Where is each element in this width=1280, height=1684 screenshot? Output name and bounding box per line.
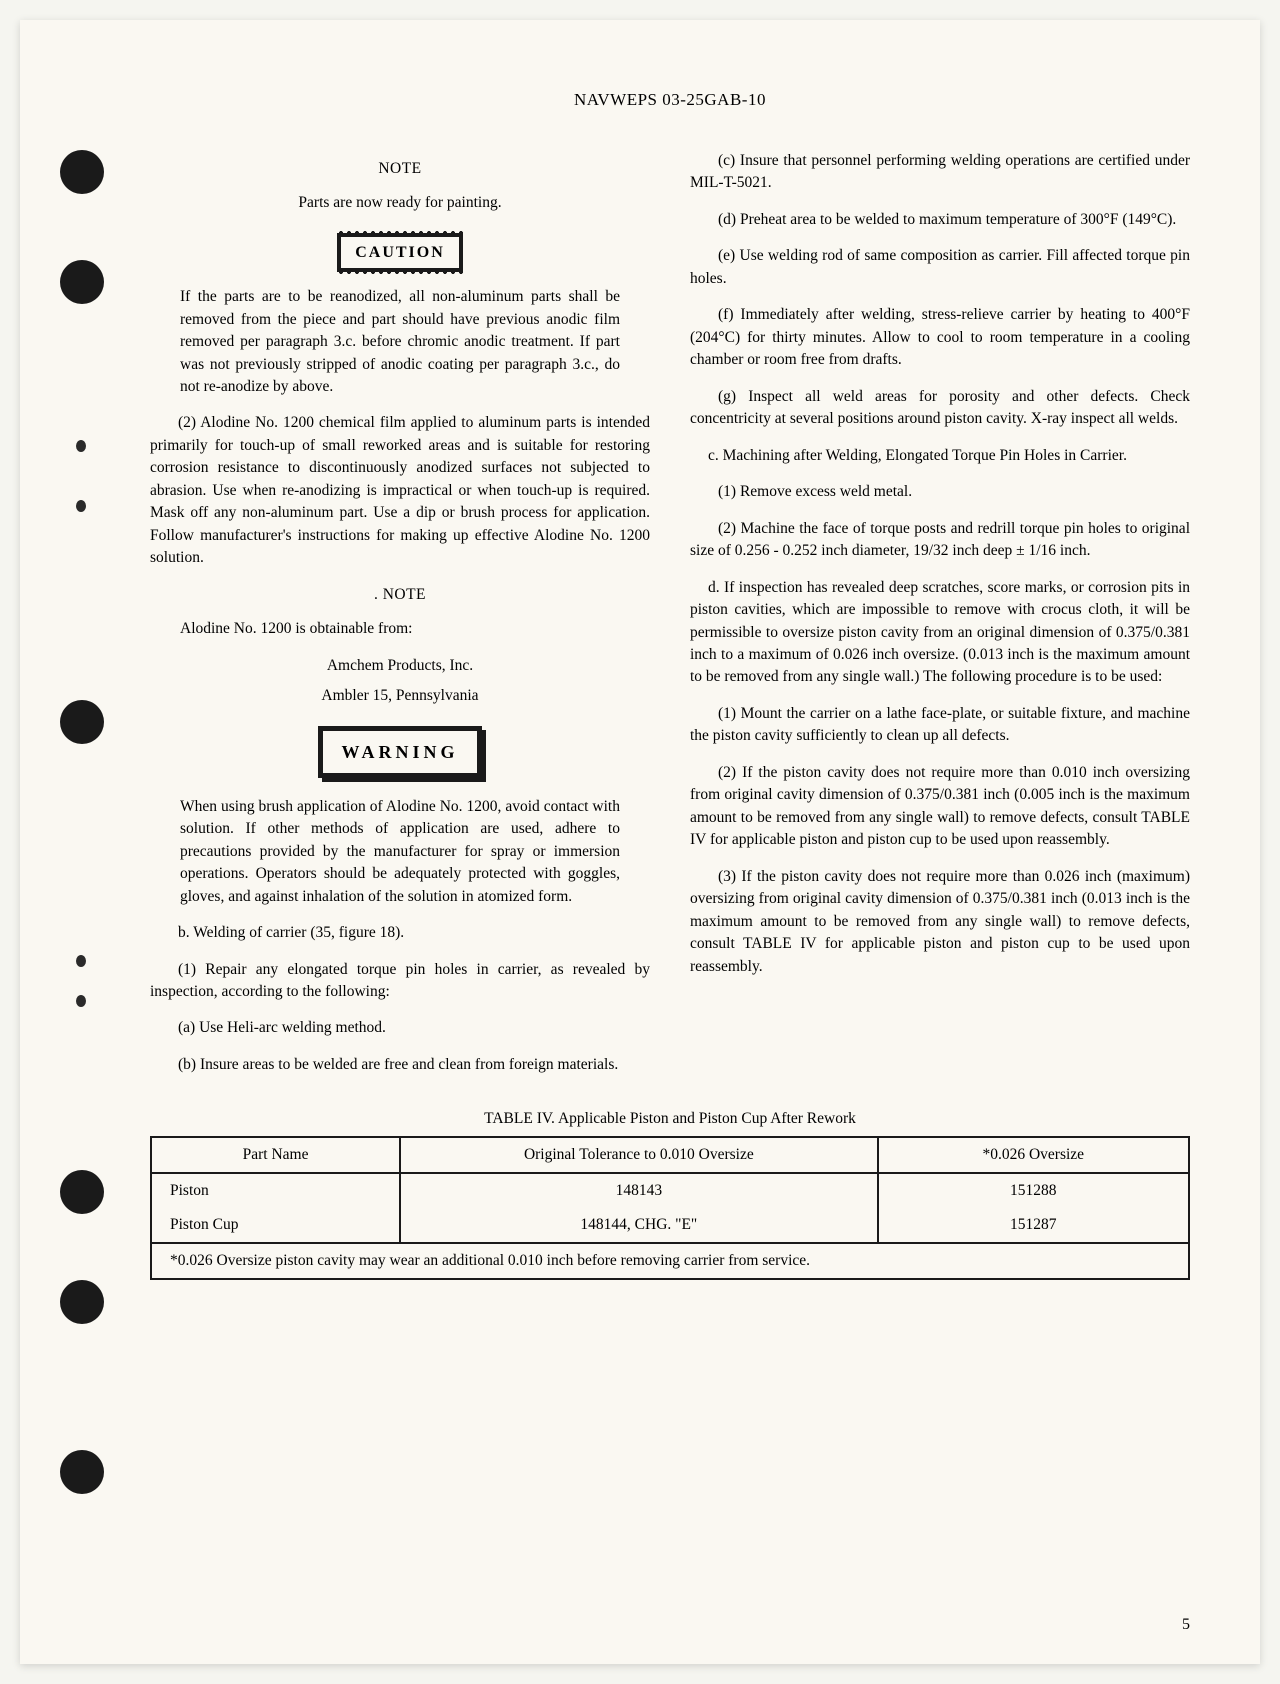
paragraph: (2) Machine the face of torque posts and… [690, 518, 1190, 563]
paragraph: (b) Insure areas to be welded are free a… [150, 1054, 650, 1076]
table-cell: Piston Cup [151, 1208, 400, 1243]
punch-hole [60, 150, 104, 194]
table-cell: 148143 [400, 1173, 877, 1208]
page-number: 5 [1182, 1616, 1190, 1634]
punch-hole [60, 260, 104, 304]
paragraph: b. Welding of carrier (35, figure 18). [150, 922, 650, 944]
note-intro: Alodine No. 1200 is obtainable from: [180, 618, 620, 640]
punch-hole [60, 1450, 104, 1494]
table-title: TABLE IV. Applicable Piston and Piston C… [150, 1110, 1190, 1128]
paragraph: (1) Mount the carrier on a lathe face-pl… [690, 703, 1190, 748]
document-page: NAVWEPS 03-25GAB-10 NOTE Parts are now r… [20, 20, 1260, 1664]
paragraph: (1) Repair any elongated torque pin hole… [150, 959, 650, 1004]
table-row: Piston Cup 148144, CHG. "E" 151287 [151, 1208, 1189, 1243]
table-cell: 151287 [878, 1208, 1189, 1243]
table-cell: 148144, CHG. "E" [400, 1208, 877, 1243]
caution-label: CAUTION [337, 233, 463, 272]
paragraph: (f) Immediately after welding, stress-re… [690, 304, 1190, 371]
section-heading: d. If inspection has revealed deep scrat… [690, 577, 1190, 689]
punch-hole [60, 700, 104, 744]
paragraph: (2) Alodine No. 1200 chemical film appli… [150, 412, 650, 569]
punch-mark [76, 955, 86, 967]
note-heading: . NOTE [150, 584, 650, 606]
paragraph: (g) Inspect all weld areas for porosity … [690, 386, 1190, 431]
paragraph: (2) If the piston cavity does not requir… [690, 762, 1190, 852]
punch-mark [76, 500, 86, 512]
punch-hole [60, 1170, 104, 1214]
paragraph: (a) Use Heli-arc welding method. [150, 1017, 650, 1039]
paragraph: (e) Use welding rod of same composition … [690, 245, 1190, 290]
note-text: Parts are now ready for painting. [150, 192, 650, 214]
paragraph: (d) Preheat area to be welded to maximum… [690, 209, 1190, 231]
left-column: NOTE Parts are now ready for painting. C… [150, 150, 650, 1090]
section-heading: c. Machining after Welding, Elongated To… [690, 445, 1190, 467]
caution-callout: CAUTION [150, 233, 650, 272]
address-line: Ambler 15, Pennsylvania [150, 685, 650, 707]
warning-body: When using brush application of Alodine … [180, 796, 620, 908]
paragraph: (1) Remove excess weld metal. [690, 481, 1190, 503]
two-column-layout: NOTE Parts are now ready for painting. C… [150, 150, 1190, 1090]
right-column: (c) Insure that personnel performing wel… [690, 150, 1190, 1090]
table-footnote-row: *0.026 Oversize piston cavity may wear a… [151, 1243, 1189, 1279]
table-header: *0.026 Oversize [878, 1137, 1189, 1173]
address-line: Amchem Products, Inc. [150, 655, 650, 677]
warning-callout: WARNING [150, 726, 650, 778]
table-header: Original Tolerance to 0.010 Oversize [400, 1137, 877, 1173]
punch-holes [50, 20, 110, 1664]
table-header-row: Part Name Original Tolerance to 0.010 Ov… [151, 1137, 1189, 1173]
note-heading: NOTE [150, 158, 650, 180]
punch-mark [76, 440, 86, 452]
document-header: NAVWEPS 03-25GAB-10 [150, 90, 1190, 110]
paragraph: (c) Insure that personnel performing wel… [690, 150, 1190, 195]
punch-hole [60, 1280, 104, 1324]
punch-mark [76, 995, 86, 1007]
table-footnote: *0.026 Oversize piston cavity may wear a… [151, 1243, 1189, 1279]
table-header: Part Name [151, 1137, 400, 1173]
caution-body: If the parts are to be reanodized, all n… [180, 286, 620, 398]
rework-table: Part Name Original Tolerance to 0.010 Ov… [150, 1136, 1190, 1280]
paragraph: (3) If the piston cavity does not requir… [690, 866, 1190, 978]
table-cell: Piston [151, 1173, 400, 1208]
table-row: Piston 148143 151288 [151, 1173, 1189, 1208]
table-cell: 151288 [878, 1173, 1189, 1208]
warning-label: WARNING [318, 726, 481, 778]
